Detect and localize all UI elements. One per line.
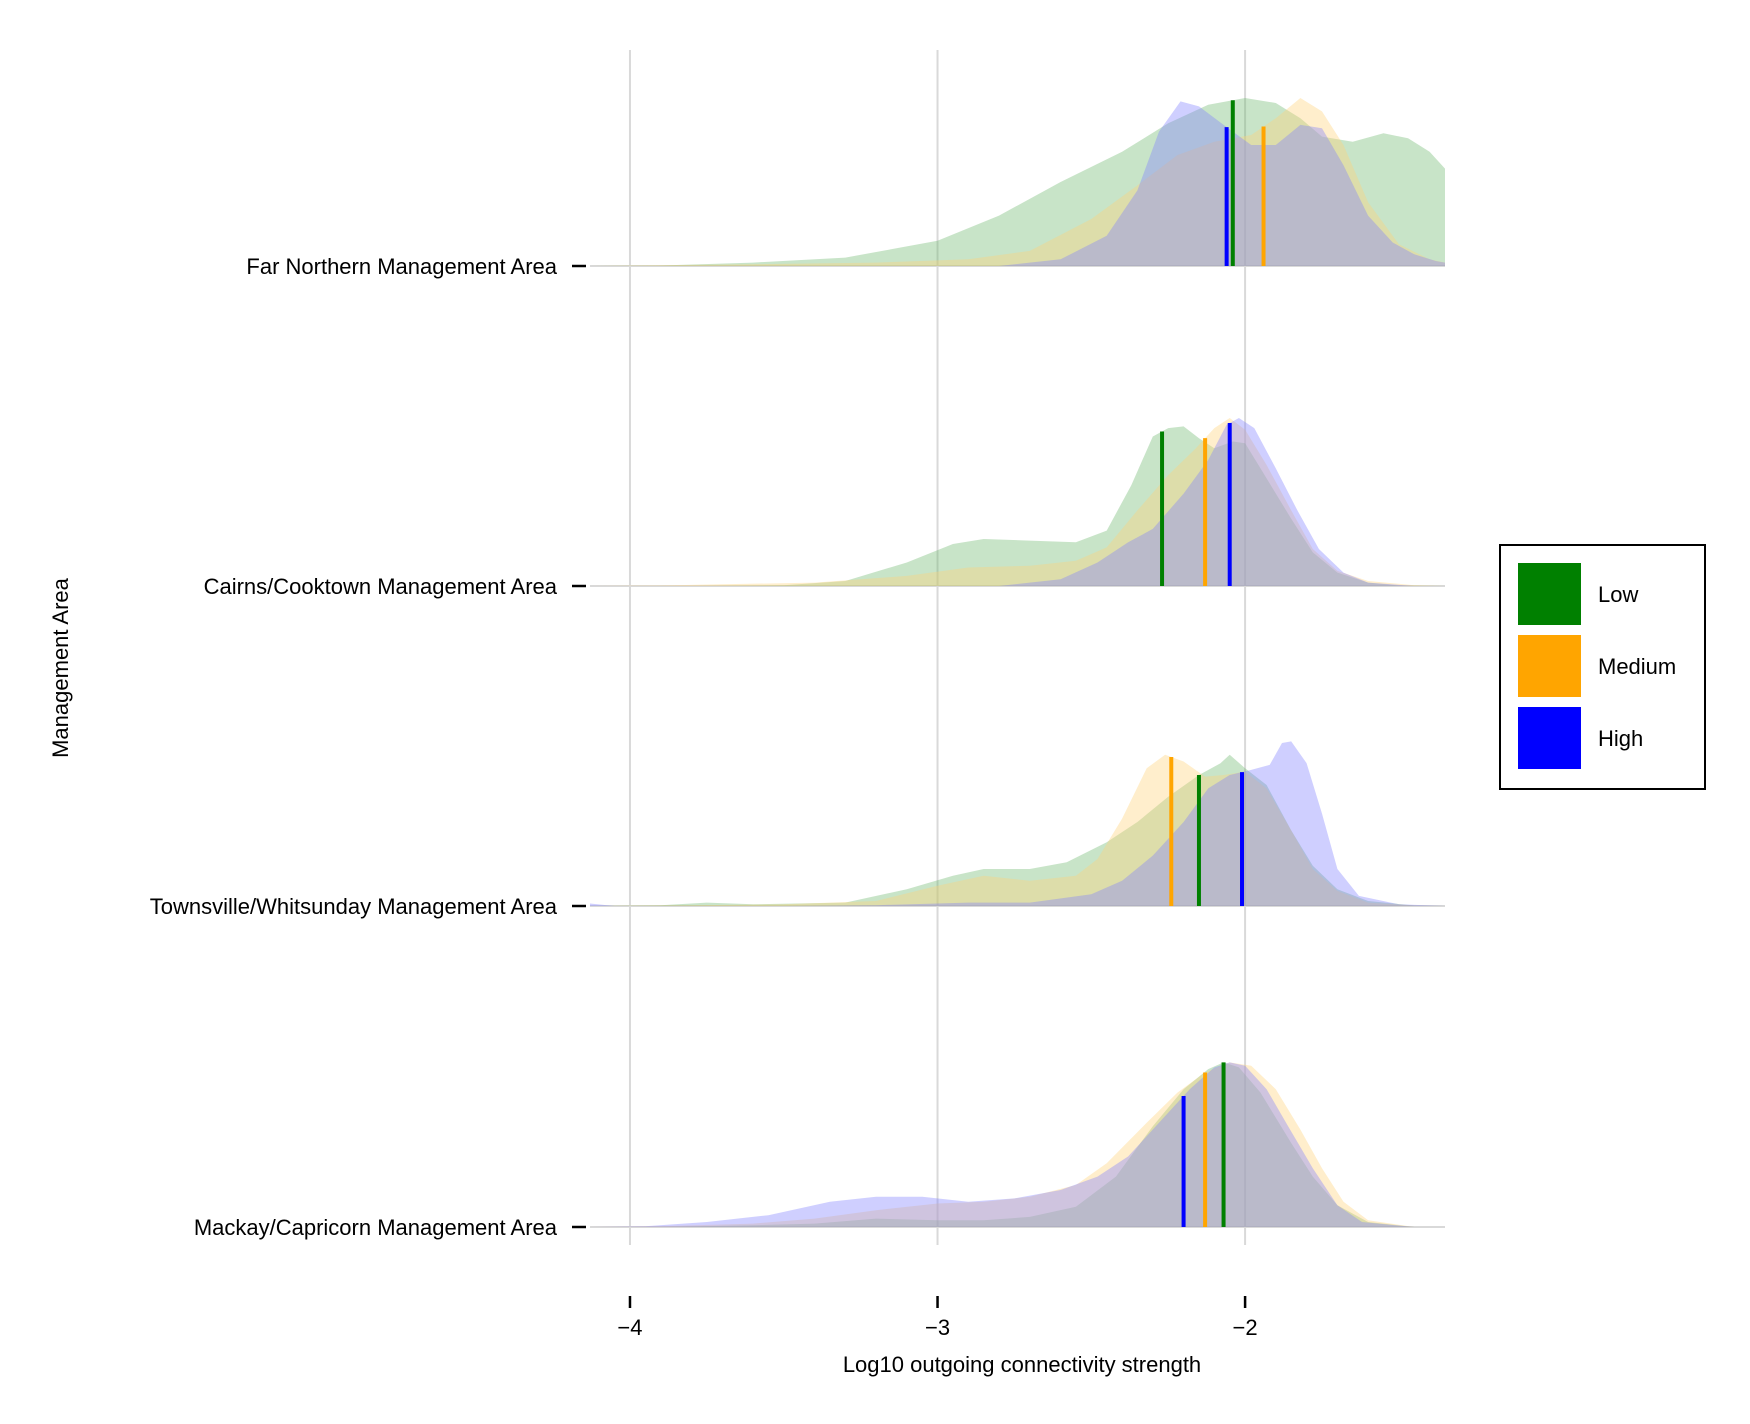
legend-label-high: High	[1598, 726, 1643, 751]
density-area-low	[590, 754, 1445, 906]
density-area-medium	[590, 1062, 1445, 1227]
density-area-high	[590, 741, 1445, 906]
density-area-medium	[590, 754, 1445, 906]
axis-layer: −4 −3 −2 Far Northern Management Area Cairns…	[150, 254, 1258, 1340]
legend-swatch-low	[1518, 563, 1581, 625]
y-tick-label: Townsville/Whitsunday Management Area	[150, 894, 558, 919]
x-tick-label: −3	[925, 1315, 950, 1340]
x-tick-label: −2	[1233, 1315, 1258, 1340]
ridge-row	[590, 1062, 1445, 1228]
density-area-high	[590, 1062, 1445, 1227]
ridge-row	[590, 741, 1445, 907]
y-tick-label: Cairns/Cooktown Management Area	[204, 574, 558, 599]
legend: Low Medium High	[1499, 544, 1706, 790]
y-tick-label: Far Northern Management Area	[246, 254, 557, 279]
x-axis-title: Log10 outgoing connectivity strength	[843, 1352, 1201, 1377]
legend-label-medium: Medium	[1598, 654, 1676, 679]
grid-layer	[628, 50, 1247, 1245]
ridge-row	[590, 418, 1445, 587]
legend-label-low: Low	[1598, 582, 1638, 607]
x-tick-label: −4	[617, 1315, 642, 1340]
legend-swatch-high	[1518, 707, 1581, 769]
y-tick-label: Mackay/Capricorn Management Area	[194, 1215, 558, 1240]
ridge-layer	[590, 98, 1445, 1228]
ridge-row	[590, 98, 1445, 267]
y-axis-title: Management Area	[48, 577, 73, 758]
density-area-low	[590, 1062, 1445, 1227]
legend-swatch-medium	[1518, 635, 1581, 697]
